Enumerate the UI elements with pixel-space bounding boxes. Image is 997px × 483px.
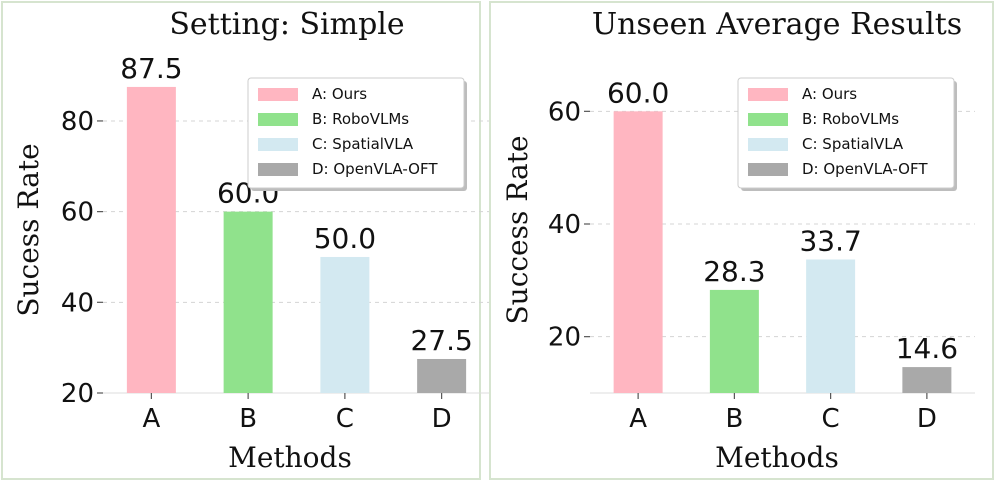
bar-B bbox=[223, 211, 273, 393]
legend-label: C: SpatialVLA bbox=[802, 135, 904, 153]
legend-label: A: Ours bbox=[312, 85, 367, 103]
bar-A bbox=[126, 86, 176, 393]
legend-swatch bbox=[258, 113, 298, 126]
y-tick-label: 20 bbox=[548, 323, 581, 353]
legend: A: Ours B: RoboVLMs C: SpatialVLA D: OpenVL… bbox=[247, 77, 467, 191]
bar-D bbox=[417, 358, 467, 393]
legend-box bbox=[737, 77, 955, 189]
bar-value-label: 33.7 bbox=[799, 224, 861, 257]
legend-swatch bbox=[748, 113, 788, 126]
bar-A bbox=[613, 111, 663, 393]
y-tick-label: 60 bbox=[61, 198, 94, 228]
legend-label: B: RoboVLMs bbox=[312, 110, 409, 128]
legend-box bbox=[247, 77, 465, 189]
x-axis-title: Methods bbox=[228, 441, 352, 474]
legend-swatch bbox=[748, 163, 788, 176]
legend-swatch bbox=[258, 88, 298, 101]
y-axis-title: Sucess Rate bbox=[12, 143, 45, 316]
legend: A: Ours B: RoboVLMs C: SpatialVLA D: OpenVL… bbox=[737, 77, 957, 191]
bar-B bbox=[709, 289, 759, 393]
y-tick-label: 40 bbox=[61, 288, 94, 318]
x-tick-label: B bbox=[239, 404, 257, 434]
bar-value-label: 60.0 bbox=[607, 76, 669, 109]
y-axis-title: Success Rate bbox=[501, 135, 534, 324]
x-tick-label: D bbox=[917, 404, 937, 434]
legend-swatch bbox=[748, 88, 788, 101]
y-tick-label: 20 bbox=[61, 379, 94, 409]
x-tick-label: B bbox=[725, 404, 743, 434]
bar-C bbox=[320, 256, 370, 393]
x-tick-label: A bbox=[629, 404, 647, 434]
legend-label: D: OpenVLA-OFT bbox=[802, 160, 928, 178]
x-tick-label: C bbox=[336, 404, 354, 434]
y-tick-label: 60 bbox=[548, 97, 581, 127]
chart-panel-0: Setting: Simple2040608087.5A60.0B50.0C27… bbox=[1, 1, 490, 480]
bar-value-label: 14.6 bbox=[896, 332, 958, 365]
bar-D bbox=[902, 367, 952, 393]
bar-value-label: 27.5 bbox=[410, 324, 472, 357]
chart-title: Setting: Simple bbox=[169, 7, 404, 42]
bar-value-label: 50.0 bbox=[314, 222, 376, 255]
legend-label: B: RoboVLMs bbox=[802, 110, 899, 128]
x-tick-label: A bbox=[142, 404, 160, 434]
bar-value-label: 87.5 bbox=[120, 52, 182, 85]
chart-panel-1: Unseen Average Results 20 40 60 60.0 A 28.3 B 33… bbox=[489, 1, 994, 480]
y-tick-label: 40 bbox=[548, 210, 581, 240]
bar-C bbox=[806, 259, 856, 393]
x-tick-label: D bbox=[432, 404, 452, 434]
x-axis-title: Methods bbox=[715, 441, 839, 474]
chart-title: Unseen Average Results bbox=[592, 7, 962, 42]
y-tick-label: 80 bbox=[61, 107, 94, 137]
legend-label: C: SpatialVLA bbox=[312, 135, 414, 153]
legend-label: D: OpenVLA-OFT bbox=[312, 160, 438, 178]
legend-label: A: Ours bbox=[802, 85, 857, 103]
bar-value-label: 28.3 bbox=[703, 255, 765, 288]
x-tick-label: C bbox=[822, 404, 840, 434]
legend-swatch bbox=[258, 163, 298, 176]
legend-swatch bbox=[748, 138, 788, 151]
legend-swatch bbox=[258, 138, 298, 151]
